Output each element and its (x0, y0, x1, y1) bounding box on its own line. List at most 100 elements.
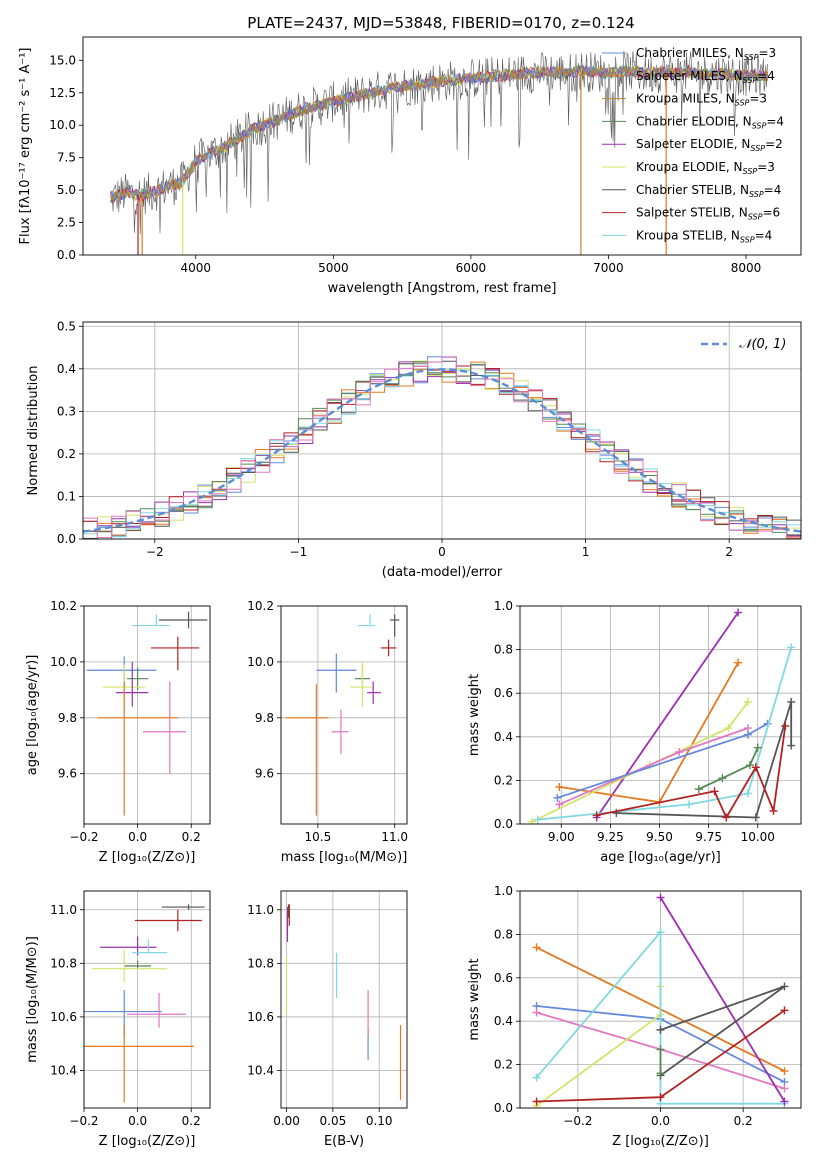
z-vs-mass-weight-series (532, 893, 789, 1108)
weight-marker (592, 811, 601, 820)
x-axis-label: E(B-V) (324, 1134, 364, 1149)
x-tick-label: 5000 (318, 261, 349, 275)
mass-vs-age-points (285, 614, 400, 816)
z-vs-age-points (86, 611, 208, 816)
x-axis-label: age [log₁₀(age/yr)] (600, 850, 721, 865)
x-tick-label: 7000 (593, 261, 624, 275)
spectrum-series (110, 63, 769, 204)
x-tick-label: 0.2 (182, 1114, 201, 1128)
x-axis-label: Z [log₁₀(Z/Z⊙)] (99, 1134, 196, 1149)
x-axis-label: wavelength [Angstrom, rest frame] (328, 281, 557, 296)
weight-line (531, 701, 749, 823)
histogram-legend: 𝒩(0, 1) (701, 337, 786, 352)
x-tick-label: 0.0 (651, 1114, 670, 1128)
weight-marker (656, 1025, 665, 1034)
y-tick-label: 10.0 (49, 118, 76, 132)
y-tick-label: 10.2 (50, 599, 77, 613)
weight-marker (780, 1006, 789, 1015)
y-axis-label: mass weight (467, 958, 482, 1040)
y-axis-label: mass [log₁₀(M/M⊙)] (25, 936, 40, 1063)
y-tick-label: 10.8 (50, 956, 77, 970)
y-tick-label: 10.4 (247, 1063, 274, 1077)
x-tick-label: 9.50 (646, 830, 673, 844)
y-tick-label: 9.6 (255, 767, 274, 781)
x-tick-label: 0.0 (128, 1114, 147, 1128)
weight-marker (675, 748, 684, 757)
x-tick-label: 0 (438, 545, 446, 559)
x-tick-label: −0.2 (69, 1114, 98, 1128)
weight-marker (724, 724, 733, 733)
ebv-vs-mass-points (285, 904, 402, 1100)
residual-histogram-axes: −2 −1 0 1 2 0.0 0.1 0.2 0.3 0.4 0.5 (data-model)/er… (26, 319, 801, 580)
weight-marker (533, 815, 542, 824)
spectrum-frame (82, 36, 802, 256)
y-tick-label: 11.0 (247, 903, 274, 917)
histogram-frame (82, 321, 802, 540)
legend-label: 𝒩(0, 1) (739, 337, 786, 352)
x-tick-label: 0.2 (734, 1114, 753, 1128)
y-tick-label: 0.3 (57, 404, 76, 418)
weight-marker (769, 806, 778, 815)
legend-label: Kroupa STELIB, NSSP=4 (636, 228, 772, 244)
weight-marker (787, 741, 796, 750)
x-tick-label: 6000 (456, 261, 487, 275)
weight-marker (787, 697, 796, 706)
y-tick-label: 0.8 (494, 643, 513, 657)
legend-label: Kroupa MILES, NSSP=3 (636, 92, 767, 108)
x-tick-label: 0.10 (366, 1114, 393, 1128)
y-tick-label: 0.4 (57, 362, 76, 376)
y-tick-label: 0.5 (57, 319, 76, 333)
weight-marker (743, 789, 752, 798)
x-tick-label: −0.2 (563, 1114, 592, 1128)
legend-label: Salpeter ELODIE, NSSP=2 (636, 137, 783, 153)
weight-line (557, 722, 769, 799)
y-tick-label: 12.5 (49, 86, 76, 100)
weight-line (595, 611, 739, 819)
y-axis-label: age [log₁₀(age/yr)] (25, 655, 40, 776)
age-vs-mass-weight-frame (519, 605, 802, 825)
weight-marker (734, 658, 743, 667)
y-tick-label: 10.0 (247, 655, 274, 669)
y-tick-label: 0.2 (494, 1058, 513, 1072)
y-axis-label: Flux [fλ10⁻¹⁷ erg cm⁻² s⁻¹ A⁻¹] (18, 48, 33, 245)
weight-marker (656, 928, 665, 937)
y-tick-label: 0.2 (494, 773, 513, 787)
weight-marker (555, 782, 564, 791)
y-tick-label: 10.6 (247, 1010, 274, 1024)
age-vs-mass-weight-series (527, 608, 796, 824)
weight-marker (780, 1084, 789, 1093)
x-tick-label: −1 (290, 545, 308, 559)
z-vs-age-frame (83, 605, 211, 825)
y-tick-label: 0.0 (494, 1101, 513, 1115)
y-tick-label: 9.8 (255, 711, 274, 725)
legend-label: Chabrier STELIB, NSSP=4 (636, 183, 781, 199)
histogram-bars (83, 356, 801, 539)
y-tick-label: 0.4 (494, 1014, 513, 1028)
weight-line (659, 897, 786, 1102)
y-tick-label: 2.5 (57, 216, 76, 230)
y-tick-label: 9.8 (58, 711, 77, 725)
weight-marker (722, 813, 731, 822)
age-vs-mass-weight-axes: 9.00 9.25 9.50 9.75 10.00 0.0 0.2 0.4 0.6 0.8 1.0 a… (467, 599, 801, 865)
y-tick-label: 10.6 (50, 1010, 77, 1024)
weight-marker (532, 1097, 541, 1106)
z-vs-mass-axes: −0.2 0.0 0.2 10.4 10.6 10.8 11.0 Z [log₁₀(Z/Z⊙)… (25, 891, 210, 1149)
weight-marker (684, 800, 693, 809)
weight-marker (532, 1008, 541, 1017)
weight-marker (751, 813, 760, 822)
x-tick-label: 9.00 (548, 830, 575, 844)
weight-marker (553, 793, 562, 802)
x-tick-label: 10.00 (741, 830, 775, 844)
spectrum-series (110, 65, 769, 203)
x-tick-label: 0.0 (128, 830, 147, 844)
spectrum-lines (110, 50, 769, 255)
weight-marker (532, 1073, 541, 1082)
weight-marker (527, 817, 536, 824)
weight-marker (753, 743, 762, 752)
z-vs-mass-points (84, 904, 205, 1103)
weight-marker (656, 893, 665, 902)
legend-label: Kroupa ELODIE, NSSP=3 (636, 160, 775, 176)
legend-label: Salpeter STELIB, NSSP=6 (636, 206, 780, 222)
weight-line (698, 747, 759, 790)
z-vs-age-axes: −0.2 0.0 0.2 9.6 9.8 10.0 10.2 Z [log₁₀(Z/Z⊙)] a… (25, 599, 210, 865)
